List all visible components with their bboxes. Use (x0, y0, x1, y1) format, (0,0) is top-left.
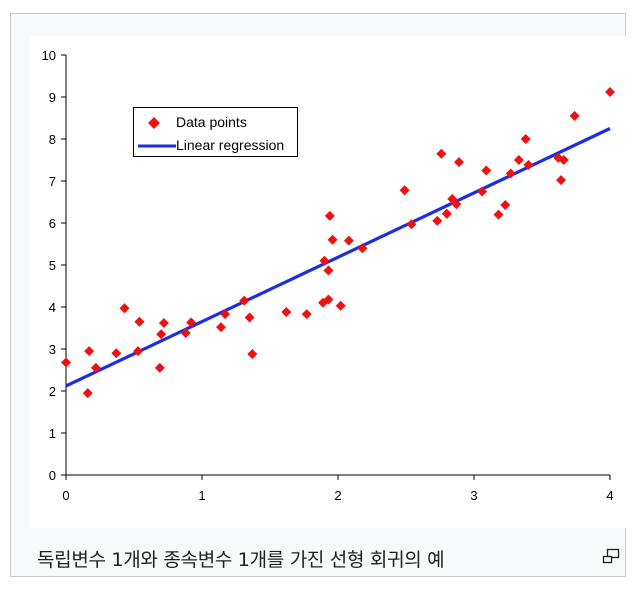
y-tick-label: 5 (49, 258, 56, 273)
enlarge-icon[interactable] (602, 548, 620, 564)
data-point-marker (327, 234, 338, 245)
data-point-marker (134, 316, 145, 327)
data-point-marker (432, 215, 443, 226)
figure-frame: 독립변수 1개와 종속변수 1개를 가진 선형 회귀의 예 (10, 13, 630, 577)
chart-image[interactable] (30, 36, 630, 528)
data-point-marker (220, 309, 231, 320)
y-tick-label: 6 (49, 216, 56, 231)
data-point-marker (154, 362, 165, 373)
y-tick-label: 9 (49, 90, 56, 105)
data-point-marker (556, 175, 567, 186)
data-point-marker (481, 165, 492, 176)
data-point-marker (500, 199, 511, 210)
data-point-marker (523, 160, 534, 171)
data-point-marker (239, 295, 250, 306)
data-point-marker (84, 346, 95, 357)
data-point-marker (180, 328, 191, 339)
y-tick-label: 1 (49, 426, 56, 441)
chart-legend: Data points Linear regression (133, 107, 298, 157)
y-tick-label: 4 (49, 300, 56, 315)
data-point-marker (61, 357, 71, 368)
data-point-marker (281, 307, 292, 318)
data-point-marker (119, 303, 130, 314)
data-point-marker (477, 186, 488, 197)
data-point-marker (436, 148, 447, 159)
legend-label-data-points: Data points (176, 114, 247, 130)
data-point-marker (319, 255, 330, 266)
figure-caption: 독립변수 1개와 종속변수 1개를 가진 선형 회귀의 예 (37, 549, 445, 571)
data-point-marker (90, 362, 101, 373)
y-tick-label: 3 (49, 342, 56, 357)
y-tick-label: 10 (42, 48, 56, 63)
regression-line (65, 127, 611, 388)
y-tick-label: 8 (49, 132, 56, 147)
y-tick-label: 7 (49, 174, 56, 189)
x-tick-label: 1 (198, 488, 205, 503)
data-point-marker (454, 157, 465, 168)
data-point-marker (216, 322, 227, 333)
y-tick-label: 2 (49, 384, 56, 399)
data-point-marker (244, 312, 255, 323)
data-point-marker (156, 329, 167, 340)
x-tick-label: 3 (470, 488, 477, 503)
data-point-marker (343, 235, 354, 246)
data-point-marker (357, 243, 368, 254)
data-point-marker (247, 349, 258, 360)
data-point-marker (441, 208, 452, 219)
data-point-marker (406, 219, 417, 230)
data-point-marker (111, 348, 122, 359)
legend-line-marker (138, 144, 176, 148)
data-point-marker (399, 185, 410, 196)
data-point-marker (505, 168, 516, 179)
x-tick-label: 4 (606, 488, 613, 503)
data-point-marker (323, 294, 334, 305)
data-point-marker (558, 155, 569, 165)
y-tick-label: 0 (49, 468, 56, 483)
data-point-marker (186, 317, 197, 328)
x-tick-label: 0 (62, 488, 69, 503)
data-point-marker (605, 86, 615, 97)
legend-label-linear-regression: Linear regression (176, 137, 285, 153)
data-point-marker (520, 134, 531, 144)
data-point-marker (323, 265, 334, 276)
x-tick-label: 2 (334, 488, 341, 503)
legend-diamond-marker (148, 117, 160, 129)
data-point-marker (301, 309, 312, 320)
data-point-marker (133, 346, 144, 357)
data-point-marker (158, 317, 169, 328)
data-point-marker (493, 209, 504, 220)
data-point-marker (82, 388, 93, 399)
data-point-marker (569, 110, 580, 121)
data-point-marker (335, 300, 346, 311)
data-point-marker (513, 155, 524, 165)
data-point-marker (324, 210, 335, 221)
data-point-marker (451, 199, 462, 210)
